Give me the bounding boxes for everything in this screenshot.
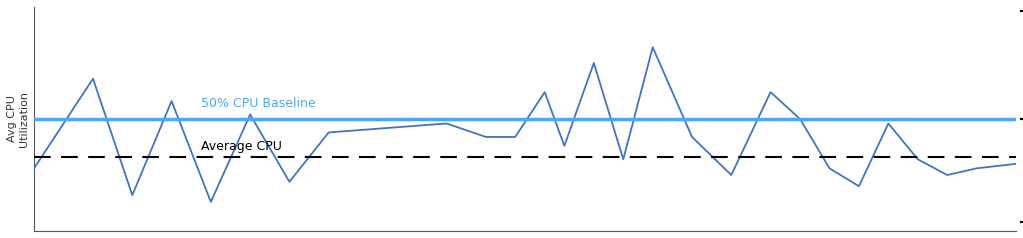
Y-axis label: Avg CPU
Utilization: Avg CPU Utilization bbox=[7, 91, 29, 147]
Text: 50% CPU Baseline: 50% CPU Baseline bbox=[202, 97, 316, 110]
Text: Average CPU: Average CPU bbox=[202, 140, 282, 153]
